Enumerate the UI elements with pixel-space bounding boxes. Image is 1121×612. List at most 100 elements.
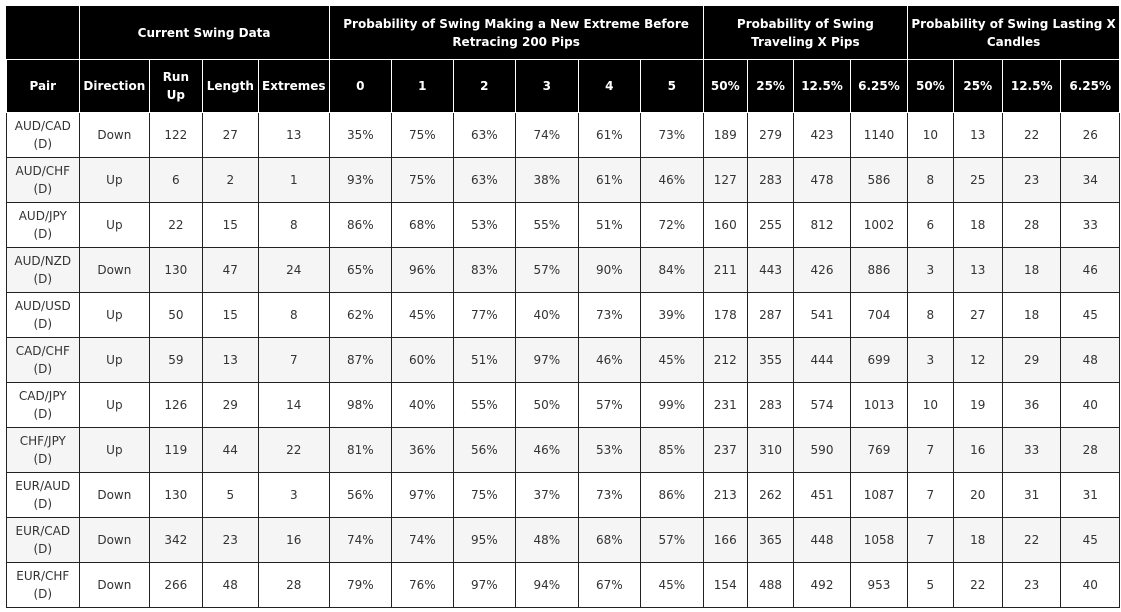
table-cell: 34 <box>1061 158 1120 203</box>
table-cell: Down <box>79 113 150 158</box>
table-cell: 1 <box>259 158 330 203</box>
pair-cell: EUR/CHF (D) <box>7 563 80 608</box>
table-cell: 27 <box>202 113 258 158</box>
table-cell: 8 <box>908 158 953 203</box>
table-cell: 130 <box>150 473 202 518</box>
column-header: 6.25% <box>850 60 907 113</box>
table-cell: 178 <box>703 293 747 338</box>
table-cell: 18 <box>1002 248 1060 293</box>
table-cell: Up <box>79 383 150 428</box>
table-cell: 46% <box>578 338 641 383</box>
table-cell: 16 <box>259 518 330 563</box>
table-cell: 13 <box>259 113 330 158</box>
table-cell: 1140 <box>850 113 907 158</box>
table-cell: 166 <box>703 518 747 563</box>
table-cell: 492 <box>794 563 850 608</box>
table-cell: 22 <box>150 203 202 248</box>
column-header: Run Up <box>150 60 202 113</box>
table-cell: 40% <box>516 293 579 338</box>
table-cell: 27 <box>953 293 1002 338</box>
table-cell: 61% <box>578 158 641 203</box>
table-cell: 279 <box>747 113 793 158</box>
table-body: AUD/CAD (D)Down122271335%75%63%74%61%73%… <box>7 113 1120 608</box>
pair-cell: CAD/JPY (D) <box>7 383 80 428</box>
table-cell: 23 <box>1002 158 1060 203</box>
table-cell: 255 <box>747 203 793 248</box>
table-cell: 73% <box>578 473 641 518</box>
table-cell: 45% <box>392 293 453 338</box>
column-header: Direction <box>79 60 150 113</box>
table-cell: 574 <box>794 383 850 428</box>
table-cell: 29 <box>1002 338 1060 383</box>
table-cell: 7 <box>908 428 953 473</box>
table-cell: 40% <box>392 383 453 428</box>
table-cell: 10 <box>908 113 953 158</box>
table-cell: 53% <box>453 203 516 248</box>
column-header: 6.25% <box>1061 60 1120 113</box>
table-cell: 1002 <box>850 203 907 248</box>
table-cell: 33 <box>1061 203 1120 248</box>
table-cell: 478 <box>794 158 850 203</box>
table-cell: 122 <box>150 113 202 158</box>
table-cell: 75% <box>453 473 516 518</box>
table-cell: 699 <box>850 338 907 383</box>
table-cell: 74% <box>329 518 392 563</box>
table-cell: 84% <box>641 248 704 293</box>
table-cell: 23 <box>202 518 258 563</box>
table-cell: Down <box>79 473 150 518</box>
table-cell: 22 <box>953 563 1002 608</box>
table-cell: 55% <box>516 203 579 248</box>
table-cell: 60% <box>392 338 453 383</box>
table-cell: 77% <box>453 293 516 338</box>
table-cell: 74% <box>516 113 579 158</box>
table-cell: 13 <box>953 248 1002 293</box>
table-cell: Up <box>79 338 150 383</box>
table-header: Current Swing Data Probability of Swing … <box>7 6 1120 113</box>
table-row: CHF/JPY (D)Up119442281%36%56%46%53%85%23… <box>7 428 1120 473</box>
table-row: AUD/NZD (D)Down130472465%96%83%57%90%84%… <box>7 248 1120 293</box>
table-row: EUR/CHF (D)Down266482879%76%97%94%67%45%… <box>7 563 1120 608</box>
table-cell: 541 <box>794 293 850 338</box>
table-cell: 443 <box>747 248 793 293</box>
table-cell: 46 <box>1061 248 1120 293</box>
pair-cell: AUD/USD (D) <box>7 293 80 338</box>
table-cell: 355 <box>747 338 793 383</box>
table-cell: 97% <box>453 563 516 608</box>
column-header: 50% <box>908 60 953 113</box>
table-cell: Down <box>79 518 150 563</box>
table-cell: 97% <box>516 338 579 383</box>
table-cell: 79% <box>329 563 392 608</box>
table-cell: 2 <box>202 158 258 203</box>
column-header-row: PairDirectionRun UpLengthExtremes0123455… <box>7 60 1120 113</box>
table-cell: 57% <box>578 383 641 428</box>
table-cell: 12 <box>953 338 1002 383</box>
table-row: AUD/CAD (D)Down122271335%75%63%74%61%73%… <box>7 113 1120 158</box>
column-header: 0 <box>329 60 392 113</box>
table-cell: 28 <box>259 563 330 608</box>
table-cell: 93% <box>329 158 392 203</box>
table-cell: Up <box>79 203 150 248</box>
table-cell: 812 <box>794 203 850 248</box>
table-cell: 7 <box>259 338 330 383</box>
table-cell: 5 <box>908 563 953 608</box>
table-cell: 119 <box>150 428 202 473</box>
table-cell: 50% <box>516 383 579 428</box>
table-cell: 51% <box>453 338 516 383</box>
table-cell: 18 <box>1002 293 1060 338</box>
table-cell: 73% <box>641 113 704 158</box>
table-cell: 74% <box>392 518 453 563</box>
table-cell: 127 <box>703 158 747 203</box>
table-cell: 13 <box>202 338 258 383</box>
table-cell: 22 <box>1002 113 1060 158</box>
table-row: AUD/CHF (D)Up62193%75%63%38%61%46%127283… <box>7 158 1120 203</box>
table-cell: 8 <box>259 203 330 248</box>
table-cell: 212 <box>703 338 747 383</box>
table-cell: 31 <box>1061 473 1120 518</box>
table-cell: 50 <box>150 293 202 338</box>
table-cell: 44 <box>202 428 258 473</box>
table-cell: 769 <box>850 428 907 473</box>
table-cell: 19 <box>953 383 1002 428</box>
table-cell: Down <box>79 248 150 293</box>
table-cell: 48% <box>516 518 579 563</box>
table-cell: 85% <box>641 428 704 473</box>
